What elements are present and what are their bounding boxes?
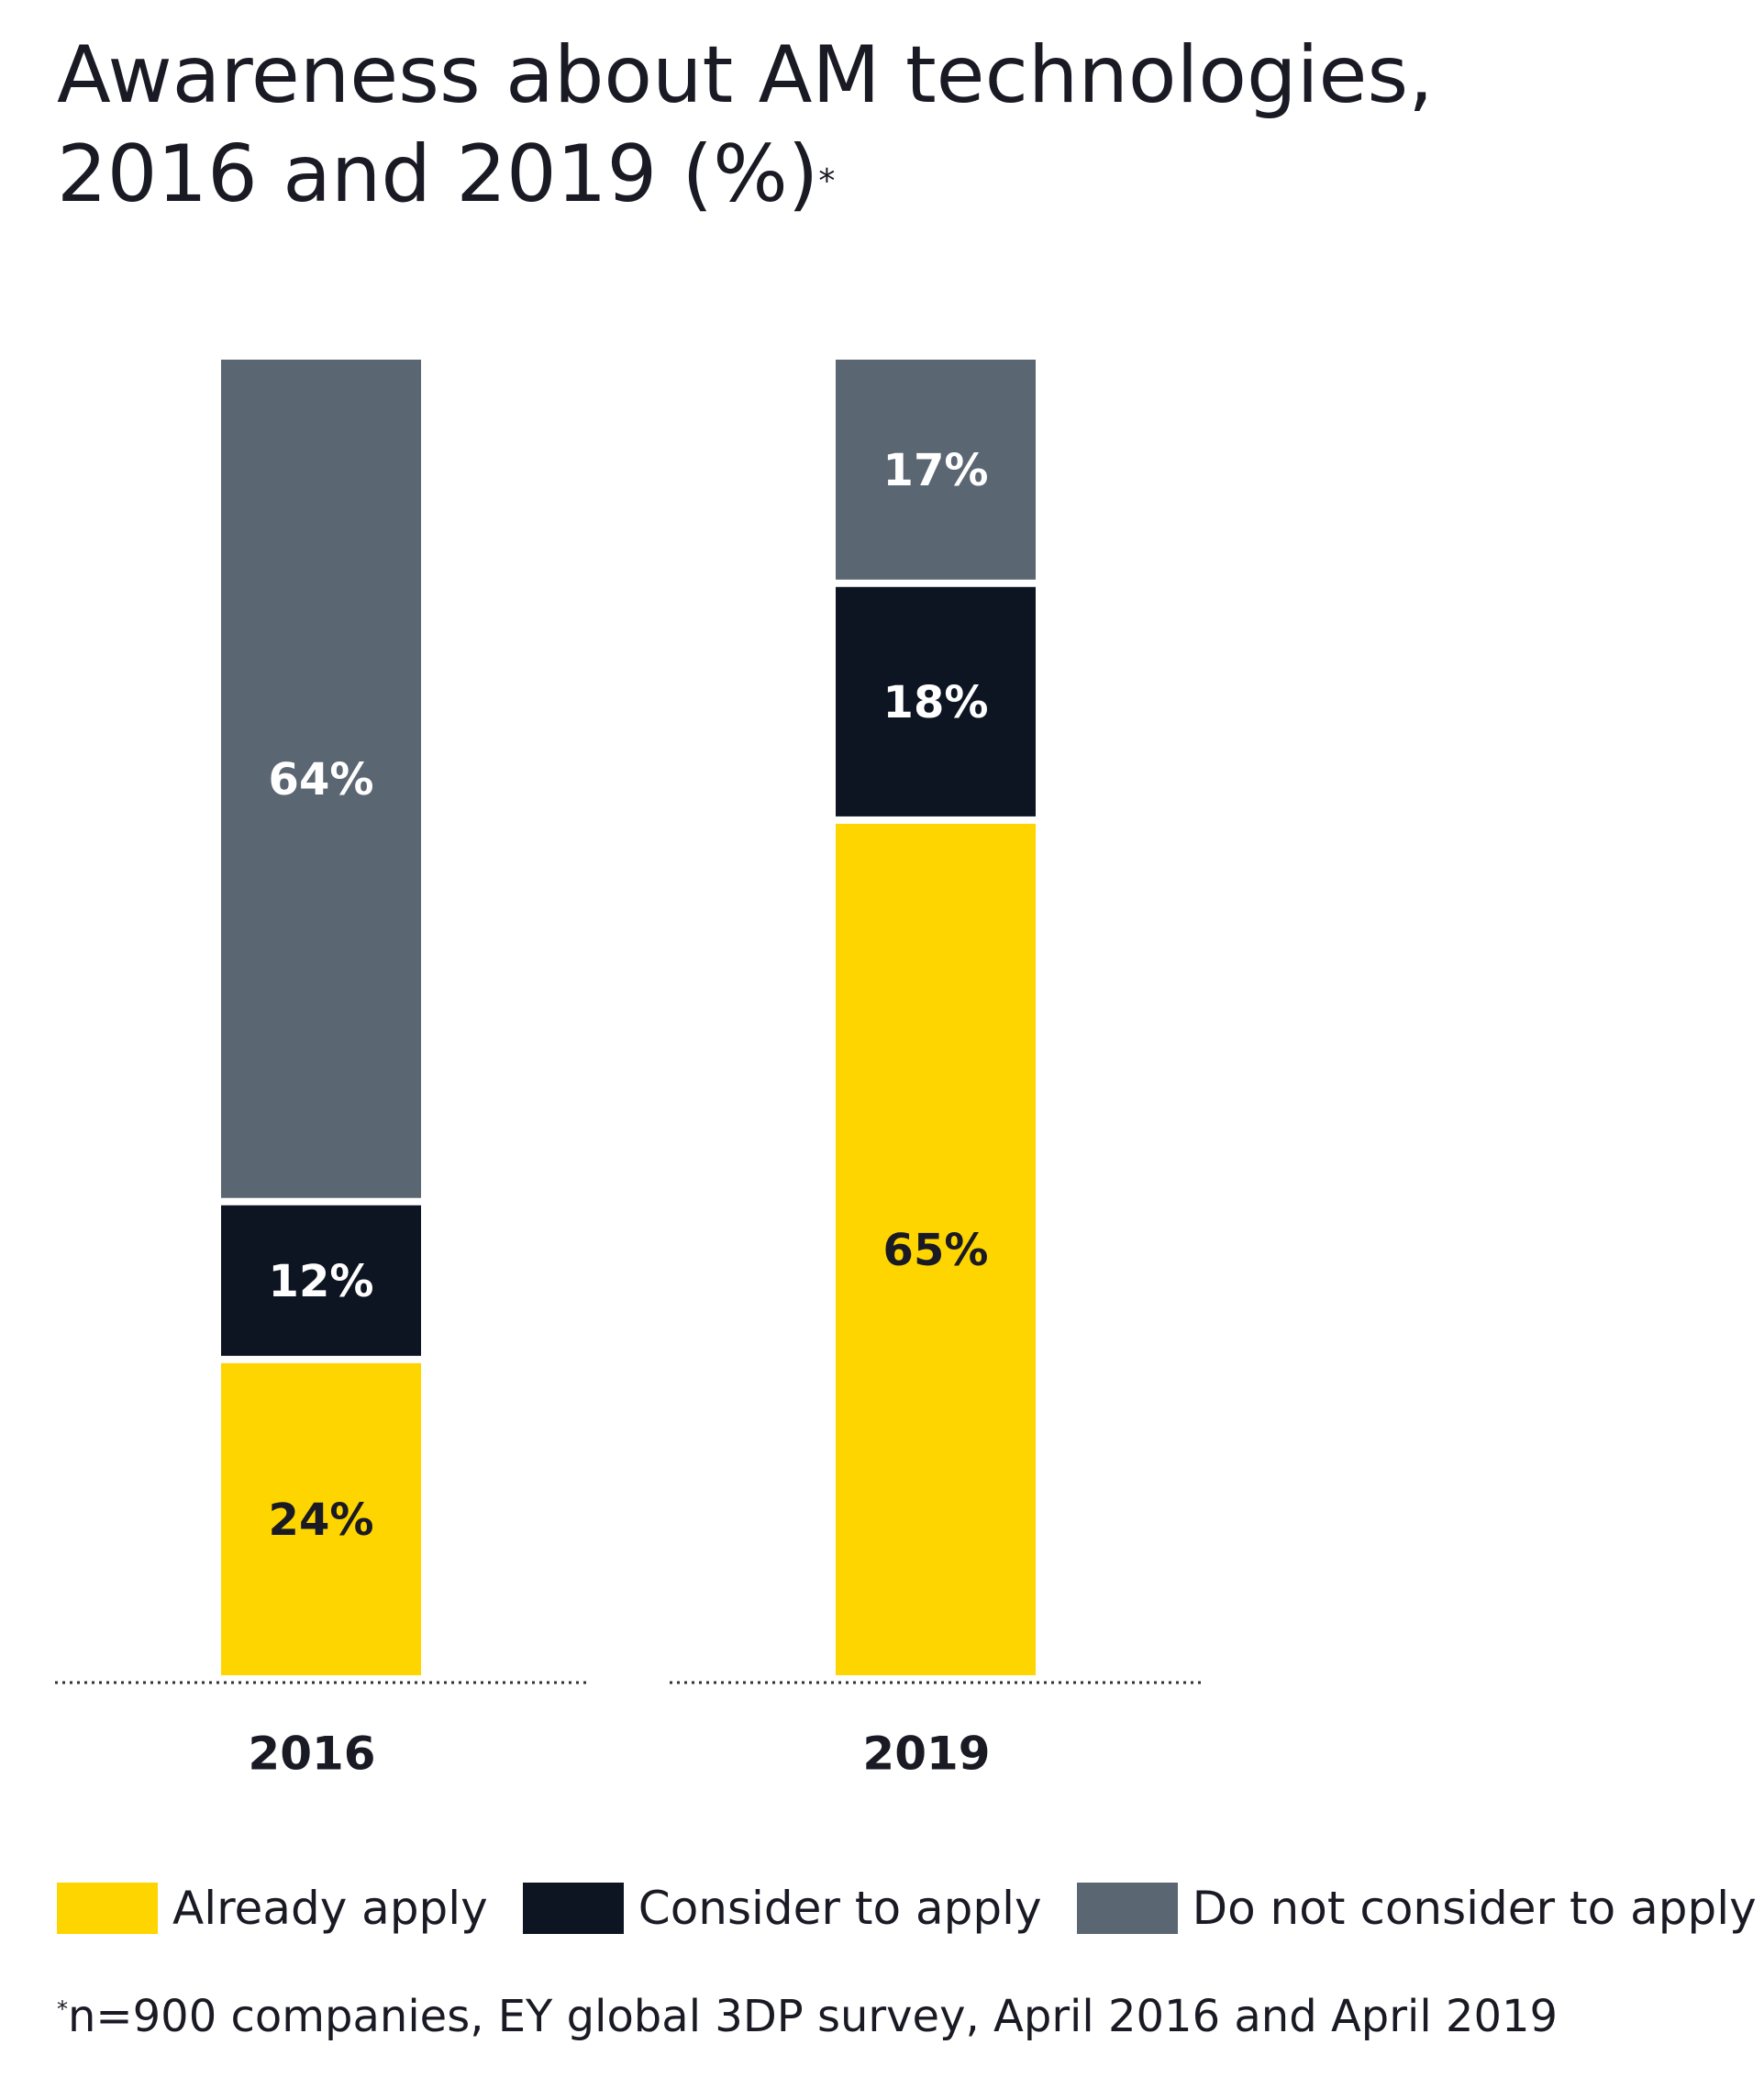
data-label-2019-consider-to-apply: 18% <box>883 677 989 728</box>
bar-2019-already-apply <box>836 823 1036 1675</box>
bar-2019-consider-to-apply <box>836 586 1036 817</box>
chart-title: Awareness about AM technologies, 2016 an… <box>57 26 1616 224</box>
legend-label-already-apply: Already apply <box>172 1882 488 1935</box>
bar-2016-consider-to-apply <box>221 1205 421 1356</box>
legend-swatch-do-not-consider <box>1076 1883 1178 1934</box>
legend-swatch-consider-to-apply <box>522 1883 624 1934</box>
data-label-2016-consider-to-apply: 12% <box>269 1256 374 1307</box>
data-label-2016-already-apply: 24% <box>269 1495 374 1546</box>
chart-title-line-2: 2016 and 2019 (%)* <box>57 125 1616 224</box>
x-tick-label-2019: 2019 <box>862 1728 990 1781</box>
legend-swatch-already-apply <box>57 1883 158 1934</box>
legend-label-consider-to-apply: Consider to apply <box>638 1882 1042 1935</box>
footnote-marker: * <box>57 1996 68 2022</box>
bar-group-2016: 24% 12% 64% <box>221 360 421 1675</box>
data-label-2019-already-apply: 65% <box>883 1225 989 1276</box>
bar-2016-do-not-consider-to-apply <box>221 360 421 1198</box>
footnote: *n=900 companies, EY global 3DP survey, … <box>57 1991 1558 2042</box>
legend-item-do-not-consider: Do not consider to apply <box>1076 1882 1757 1935</box>
bar-groups: 24% 12% 64% 65% 18% 17% <box>221 360 1036 1675</box>
bar-2019-do-not-consider-to-apply <box>836 360 1036 580</box>
bar-group-2019: 65% 18% 17% <box>836 360 1036 1675</box>
data-label-2019-do-not-consider-to-apply: 17% <box>883 445 989 496</box>
legend-item-already-apply: Already apply <box>57 1882 488 1935</box>
x-tick-label-2016: 2016 <box>248 1728 375 1781</box>
chart-title-line-1: Awareness about AM technologies, <box>57 29 1434 121</box>
chart-title-line-2-text: 2016 and 2019 (%) <box>57 128 819 220</box>
data-label-2016-do-not-consider-to-apply: 64% <box>269 754 374 806</box>
legend: Already apply Consider to apply Do not c… <box>57 1881 1764 1936</box>
x-tick-labels: 2016 2019 <box>248 1728 990 1781</box>
legend-label-do-not-consider: Do not consider to apply <box>1192 1882 1757 1935</box>
legend-item-consider-to-apply: Consider to apply <box>522 1882 1042 1935</box>
bar-2016-already-apply <box>221 1362 421 1675</box>
title-footnote-marker: * <box>818 162 836 200</box>
footnote-text: n=900 companies, EY global 3DP survey, A… <box>68 1991 1559 2042</box>
